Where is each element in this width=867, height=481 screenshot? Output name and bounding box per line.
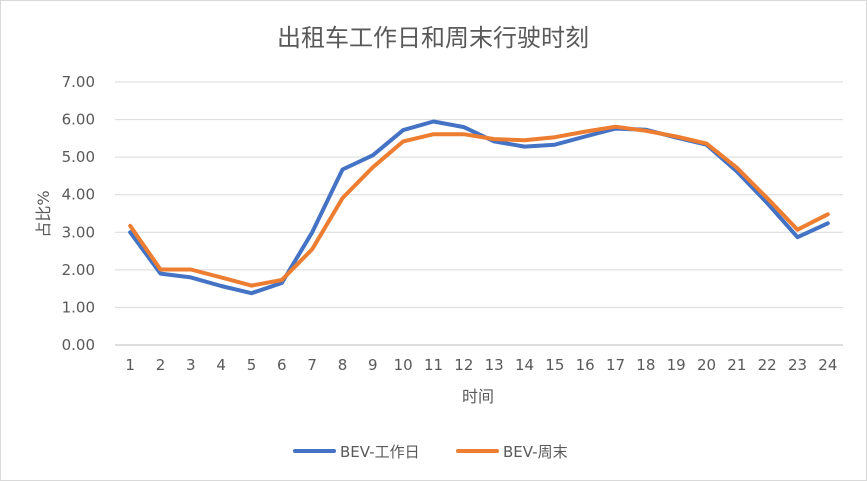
y-tick-label: 2.00 bbox=[62, 261, 95, 279]
x-tick-label: 7 bbox=[307, 356, 317, 374]
legend-label: BEV-周末 bbox=[503, 443, 568, 461]
x-tick-label: 21 bbox=[727, 356, 746, 374]
x-tick-label: 23 bbox=[788, 356, 807, 374]
x-tick-label: 1 bbox=[125, 356, 135, 374]
y-tick-label: 3.00 bbox=[62, 223, 95, 241]
x-tick-label: 15 bbox=[545, 356, 564, 374]
x-tick-label: 12 bbox=[454, 356, 473, 374]
x-tick-label: 17 bbox=[606, 356, 625, 374]
x-tick-label: 4 bbox=[216, 356, 226, 374]
x-tick-label: 19 bbox=[667, 356, 686, 374]
x-tick-label: 10 bbox=[394, 356, 413, 374]
x-tick-label: 8 bbox=[338, 356, 348, 374]
x-tick-label: 3 bbox=[186, 356, 196, 374]
series-lines bbox=[128, 119, 830, 296]
x-tick-label: 13 bbox=[485, 356, 504, 374]
y-tick-label: 6.00 bbox=[62, 111, 95, 129]
x-tick-label: 20 bbox=[697, 356, 716, 374]
x-tick-label: 9 bbox=[368, 356, 378, 374]
series-line-weekend bbox=[128, 124, 830, 288]
x-tick-label: 5 bbox=[247, 356, 257, 374]
x-tick-label: 14 bbox=[515, 356, 534, 374]
y-axis-ticks: 0.00 1.00 2.00 3.00 4.00 5.00 6.00 7.00 bbox=[62, 73, 95, 354]
series-line-weekday bbox=[128, 119, 830, 296]
x-tick-label: 18 bbox=[636, 356, 655, 374]
x-tick-label: 16 bbox=[576, 356, 595, 374]
x-tick-label: 2 bbox=[156, 356, 166, 374]
legend: BEV-工作日 BEV-周末 bbox=[293, 443, 568, 461]
gridlines bbox=[115, 81, 843, 346]
x-tick-label: 22 bbox=[758, 356, 777, 374]
legend-label: BEV-工作日 bbox=[340, 443, 420, 461]
y-tick-label: 7.00 bbox=[62, 73, 95, 91]
y-axis-title: 占比% bbox=[34, 190, 53, 237]
y-tick-label: 1.00 bbox=[62, 298, 95, 316]
x-tick-label: 24 bbox=[818, 356, 837, 374]
x-axis-ticks: 1 2 3 4 5 6 7 8 9 10 11 12 13 14 15 16 17 18 19 20 21 22 23 24 bbox=[125, 356, 837, 374]
x-tick-label: 11 bbox=[424, 356, 443, 374]
y-tick-label: 4.00 bbox=[62, 186, 95, 204]
y-tick-label: 0.00 bbox=[62, 336, 95, 354]
chart-title: 出租车工作日和周末行驶时刻 bbox=[277, 24, 589, 52]
x-tick-label: 6 bbox=[277, 356, 287, 374]
y-tick-label: 5.00 bbox=[62, 148, 95, 166]
x-axis-title: 时间 bbox=[462, 387, 494, 406]
